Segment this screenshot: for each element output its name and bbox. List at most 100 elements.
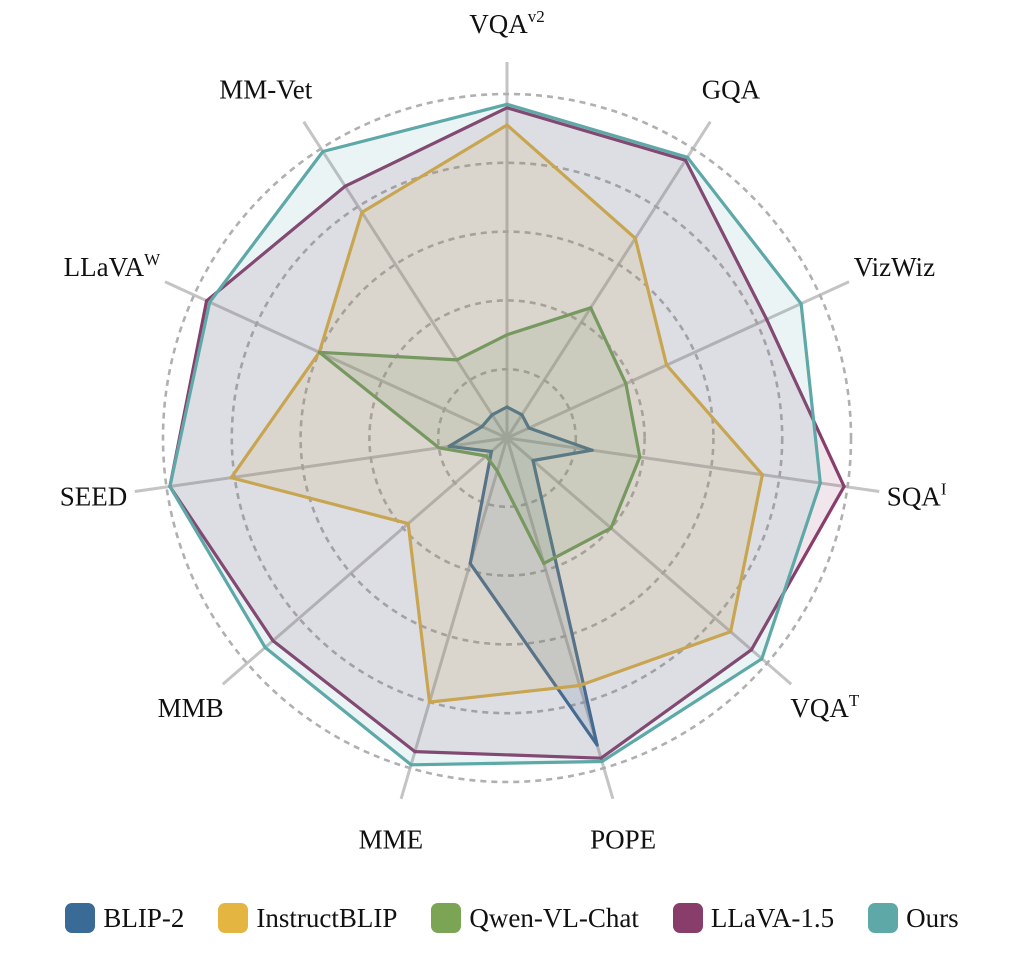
- data-point: [489, 449, 493, 454]
- axis-label: MM-Vet: [219, 74, 312, 104]
- series-polygon: [229, 123, 765, 704]
- grid-ring: [299, 230, 715, 646]
- data-point: [205, 299, 209, 303]
- axis-spoke: [506, 436, 793, 686]
- legend-item: Ours: [868, 903, 959, 934]
- data-point: [578, 683, 582, 688]
- series-ours: [168, 102, 822, 767]
- data-point: [683, 158, 688, 162]
- axis-label: MMB: [158, 693, 224, 723]
- data-point: [413, 750, 417, 754]
- data-point: [505, 102, 509, 106]
- data-point: [271, 639, 275, 643]
- data-point: [437, 446, 441, 450]
- data-point: [600, 759, 604, 764]
- legend-swatch: [65, 903, 96, 933]
- data-point: [263, 645, 267, 650]
- series-polygon: [317, 306, 642, 566]
- axis-spoke: [134, 436, 508, 493]
- data-point: [505, 405, 509, 409]
- data-point: [505, 333, 509, 337]
- legend-swatch: [431, 903, 462, 933]
- data-point: [505, 106, 509, 110]
- data-point: [760, 473, 765, 477]
- legend-swatch: [672, 903, 703, 933]
- chart-legend: BLIP-2 InstructBLIP Qwen-VL-Chat LLaVA-1.5 O…: [0, 895, 1024, 941]
- data-point: [168, 484, 172, 489]
- data-point: [818, 481, 822, 485]
- axis-label: POPE: [590, 824, 656, 854]
- grid-ring: [368, 299, 646, 577]
- data-point: [455, 358, 459, 362]
- data-point: [595, 743, 599, 747]
- legend-label: InstructBLIP: [256, 902, 398, 933]
- axis-spoke: [505, 120, 712, 439]
- data-point: [799, 302, 803, 306]
- data-point: [495, 469, 499, 473]
- series-instructblip: [229, 123, 765, 704]
- legend-item: Qwen-VL-Chat: [431, 902, 639, 934]
- data-point: [624, 382, 628, 386]
- axis-label: SEED: [60, 482, 128, 512]
- data-point: [229, 476, 233, 480]
- axis-label: GQA: [702, 74, 761, 104]
- data-point: [633, 236, 637, 240]
- axis-spoke: [302, 120, 509, 439]
- data-point: [360, 210, 364, 214]
- axis-label-layer: VQAv2 GQA VizWiz SQAI VQAT POPE MME MMB SEED LLaV…: [60, 7, 947, 854]
- legend-item: BLIP-2: [65, 903, 184, 934]
- data-point: [447, 444, 451, 448]
- data-point: [729, 630, 733, 634]
- data-point: [505, 123, 509, 127]
- data-point: [760, 657, 764, 661]
- data-point: [590, 448, 594, 452]
- data-point: [749, 648, 754, 652]
- series-llava-1-5: [168, 106, 846, 760]
- legend-swatch: [218, 903, 249, 933]
- series-polygon: [168, 106, 846, 760]
- axis-label: VQAT: [790, 691, 860, 723]
- radar-series-layer: [168, 102, 846, 767]
- legend-item: LLaVA-1.5: [672, 902, 835, 934]
- legend-label: BLIP-2: [103, 902, 185, 933]
- data-point: [842, 484, 846, 489]
- data-point: [490, 413, 494, 417]
- series-polygon: [447, 405, 599, 747]
- data-point: [427, 700, 432, 704]
- axis-label: LLaVAW: [64, 250, 162, 282]
- legend-label: LLaVA-1.5: [710, 902, 835, 933]
- grid-ring: [230, 161, 784, 715]
- data-point: [409, 763, 413, 767]
- axis-spoke: [164, 280, 508, 440]
- data-point: [531, 458, 535, 463]
- axis-label: VQAv2: [469, 7, 545, 39]
- axis-spoke: [506, 436, 880, 493]
- legend-label: Ours: [906, 902, 959, 933]
- radar-chart: VQAv2 GQA VizWiz SQAI VQAT POPE MME MMB SEED LLaV…: [60, 7, 947, 854]
- data-point: [520, 413, 524, 417]
- data-point: [609, 526, 613, 530]
- data-point: [321, 149, 325, 154]
- data-point: [765, 317, 769, 321]
- data-point: [484, 454, 488, 458]
- axis-spoke: [506, 280, 850, 440]
- data-point: [343, 184, 347, 188]
- legend-item: InstructBLIP: [218, 903, 397, 934]
- axis-spoke: [221, 436, 508, 686]
- data-point: [480, 425, 484, 429]
- data-point: [638, 455, 642, 459]
- data-point: [542, 561, 546, 566]
- legend-label: Qwen-VL-Chat: [469, 902, 639, 933]
- data-point: [527, 426, 531, 430]
- data-point: [468, 561, 472, 566]
- axis-label: VizWiz: [854, 252, 935, 282]
- grid-ring: [161, 92, 853, 784]
- legend-swatch: [868, 903, 899, 933]
- series-qwen-vl-chat: [317, 306, 642, 566]
- series-polygon: [168, 102, 822, 767]
- data-point: [317, 350, 321, 354]
- data-point: [589, 306, 593, 310]
- series-blip-2: [447, 405, 599, 747]
- axis-spoke: [399, 437, 509, 800]
- grid-ring: [436, 367, 578, 509]
